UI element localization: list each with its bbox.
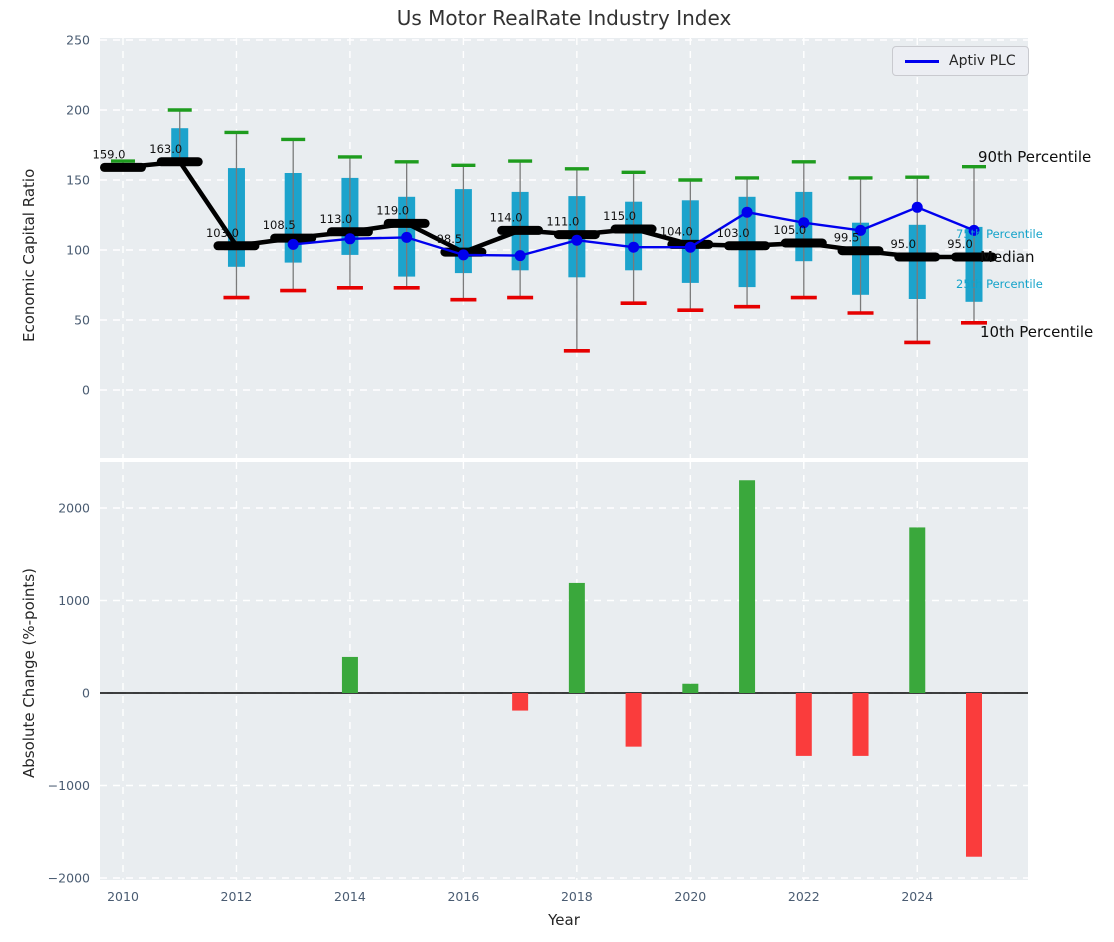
svg-text:150: 150 [66, 173, 90, 188]
svg-text:95.0: 95.0 [947, 237, 973, 251]
bottom-plot-background [100, 462, 1028, 880]
svg-text:103.0: 103.0 [717, 226, 750, 240]
bar-2020 [682, 683, 699, 693]
svg-text:113.0: 113.0 [319, 212, 352, 226]
svg-text:50: 50 [74, 313, 90, 328]
svg-text:119.0: 119.0 [376, 203, 409, 217]
svg-text:103.0: 103.0 [206, 226, 239, 240]
svg-text:2018: 2018 [561, 889, 593, 904]
svg-text:99.5: 99.5 [834, 231, 860, 245]
svg-text:2022: 2022 [788, 889, 820, 904]
annotation-75th-percentile: 75th Percentile [956, 227, 1043, 241]
median-line [122, 159, 974, 260]
svg-text:108.5: 108.5 [263, 218, 296, 232]
bar-2018 [568, 582, 585, 693]
svg-text:2016: 2016 [447, 889, 479, 904]
svg-text:2000: 2000 [58, 501, 90, 516]
svg-text:114.0: 114.0 [490, 210, 523, 224]
median-labels: 159.0 163.0 103.0 108.5 113.0 119.0 98.5 114.0 1… [93, 142, 973, 251]
change-bars [341, 480, 982, 857]
tick-labels: 0 50 100 150 200 250 −2000 −1000 0 1000 2000 2010 20… [48, 33, 934, 905]
svg-text:2024: 2024 [901, 889, 933, 904]
legend-line-sample [905, 59, 939, 63]
svg-text:105.0: 105.0 [773, 223, 806, 237]
chart-title: Us Motor RealRate Industry Index [396, 6, 732, 30]
svg-text:0: 0 [82, 686, 90, 701]
bar-2021 [739, 480, 756, 693]
svg-text:100: 100 [66, 243, 90, 258]
bar-2023 [852, 693, 869, 756]
bar-2019 [625, 693, 642, 747]
svg-text:115.0: 115.0 [603, 209, 636, 223]
bar-2014 [341, 656, 358, 693]
svg-text:−1000: −1000 [48, 778, 90, 793]
svg-text:104.0: 104.0 [660, 224, 693, 238]
svg-text:2010: 2010 [107, 889, 139, 904]
annotation-25th-percentile: 25th Percentile [956, 277, 1043, 291]
svg-text:159.0: 159.0 [93, 147, 126, 161]
svg-text:95.0: 95.0 [890, 237, 916, 251]
svg-text:2014: 2014 [334, 889, 366, 904]
annotation-median: Median [980, 248, 1035, 266]
x-axis-label: Year [548, 911, 580, 929]
annotation-90th-percentile: 90th Percentile [978, 148, 1092, 166]
aptiv-markers [287, 201, 980, 262]
y-axis-label-bottom: Absolute Change (%-points) [20, 568, 38, 778]
bar-2017 [512, 693, 529, 711]
bar-2022 [795, 693, 812, 756]
svg-text:1000: 1000 [58, 593, 90, 608]
legend: Aptiv PLC [892, 46, 1029, 76]
svg-text:200: 200 [66, 103, 90, 118]
svg-text:2020: 2020 [674, 889, 706, 904]
svg-text:2012: 2012 [221, 889, 253, 904]
svg-text:98.5: 98.5 [437, 232, 463, 246]
legend-label: Aptiv PLC [949, 53, 1016, 69]
bar-2025 [965, 693, 982, 857]
bar-2024 [909, 527, 926, 693]
svg-text:0: 0 [82, 383, 90, 398]
svg-text:250: 250 [66, 33, 90, 48]
annotation-10th-percentile: 10th Percentile [980, 323, 1094, 341]
y-axis-label-top: Economic Capital Ratio [20, 168, 38, 342]
svg-text:111.0: 111.0 [546, 215, 579, 229]
svg-text:163.0: 163.0 [149, 142, 182, 156]
svg-text:−2000: −2000 [48, 871, 90, 886]
